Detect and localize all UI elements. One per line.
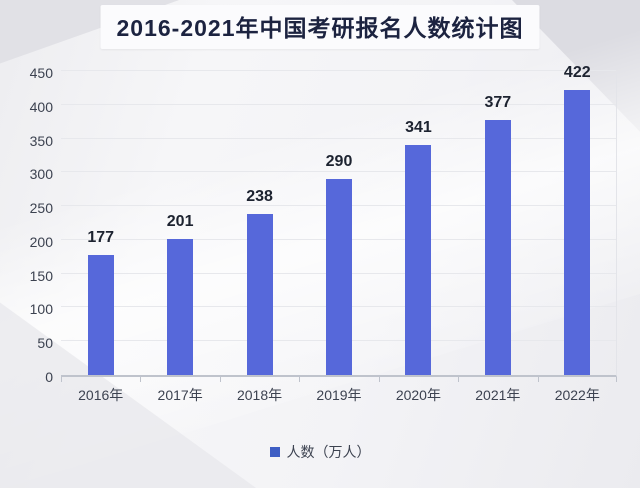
legend-label: 人数（万人）	[286, 444, 371, 460]
bar-2021年	[484, 120, 511, 375]
bar-value-2017年: 201	[166, 213, 194, 231]
bar-2022年	[564, 89, 591, 375]
bar-slot-2020年: 341 2020年	[379, 73, 458, 403]
bar-2020年	[405, 144, 432, 375]
bar-slot-2021年: 377 2021年	[458, 73, 537, 403]
x-tick-label-2021年: 2021年	[475, 387, 521, 403]
legend: 人数（万人）	[0, 442, 640, 462]
chart-title-box: 2016-2021年中国考研报名人数统计图	[100, 5, 540, 49]
bar-value-2020年: 341	[405, 118, 432, 136]
gridline-350	[61, 137, 616, 139]
bar-slot-2018年: 238 2018年	[220, 73, 299, 403]
bar-2018年	[246, 214, 273, 375]
y-tick-label-150: 150	[29, 267, 53, 284]
y-tick-label-50: 50	[37, 335, 53, 352]
y-tick-label-200: 200	[29, 233, 53, 250]
bar-value-2022年: 422	[563, 63, 591, 81]
bar-slot-2019年: 290 2019年	[299, 73, 378, 403]
y-axis: 0 50 100 150 200 250 300 350 400 450	[0, 65, 53, 385]
gridline-450	[61, 70, 616, 71]
y-tick-label-400: 400	[29, 98, 53, 115]
x-axis-tick	[537, 377, 539, 382]
x-tick-label-2016年: 2016年	[78, 387, 124, 403]
bar-value-2021年: 377	[484, 94, 512, 112]
bar-slot-2016年: 177 2016年	[61, 73, 140, 403]
chart-title: 2016-2021年中国考研报名人数统计图	[116, 15, 524, 41]
y-tick-label-350: 350	[29, 132, 53, 149]
x-tick-label-2022年: 2022年	[554, 387, 600, 403]
y-tick-label-250: 250	[29, 200, 53, 217]
bar-2017年	[167, 239, 194, 375]
bar-slot-2017年: 201 2017年	[140, 73, 219, 403]
x-axis-tick	[458, 377, 460, 382]
bar-2016年	[87, 255, 114, 375]
x-axis-tick	[61, 377, 62, 382]
x-tick-label-2018年: 2018年	[236, 387, 283, 403]
y-tick-label-100: 100	[29, 301, 53, 318]
x-tick-label-2017年: 2017年	[157, 387, 203, 403]
gridline-300	[61, 171, 616, 173]
bar-value-2018年: 238	[246, 188, 273, 206]
bar-value-2019年: 290	[325, 153, 353, 171]
x-axis-tick	[378, 377, 380, 382]
bar-2019年	[325, 179, 352, 375]
gridline-400	[61, 103, 616, 105]
x-axis-tick	[616, 377, 617, 382]
legend-swatch-icon	[269, 447, 280, 457]
x-axis-tick	[219, 377, 221, 382]
plot-area: 177 2016年 201 2017年 238 2018年 290 2019年 341 2020年…	[61, 64, 617, 403]
x-axis-tick	[299, 377, 301, 382]
x-tick-label-2020年: 2020年	[395, 387, 441, 403]
y-tick-label-300: 300	[29, 166, 53, 183]
x-tick-label-2019年: 2019年	[316, 387, 362, 403]
x-axis-tick	[140, 377, 142, 382]
y-tick-label-0: 0	[45, 369, 53, 385]
bar-slot-2022年: 422 2022年	[538, 64, 617, 403]
y-tick-label-450: 450	[29, 65, 53, 81]
bar-value-2016年: 177	[87, 229, 115, 247]
